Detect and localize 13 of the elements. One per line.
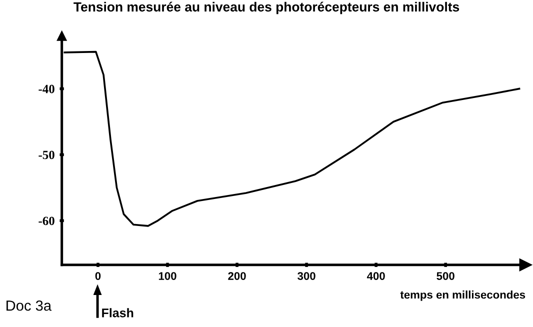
x-tick-label: 200 bbox=[228, 272, 246, 280]
text: Flash bbox=[102, 308, 134, 318]
chart-title: Tension mesurée au niveau des photorécepteurs en millivolts bbox=[74, 2, 460, 14]
x-axis-title: temps en millisecondes bbox=[400, 290, 526, 301]
y-tick-label: -60 bbox=[38, 216, 54, 226]
x-tick-label: 0 bbox=[95, 272, 101, 280]
x-tick-label: 400 bbox=[366, 272, 385, 280]
x-tick-label: 300 bbox=[298, 272, 316, 280]
text: Doc 3a bbox=[6, 300, 52, 311]
x-tick-label: 100 bbox=[158, 272, 176, 280]
x-tick-label: 500 bbox=[436, 272, 454, 280]
y-tick-label: -50 bbox=[38, 150, 54, 160]
y-tick-label: -40 bbox=[38, 84, 54, 94]
